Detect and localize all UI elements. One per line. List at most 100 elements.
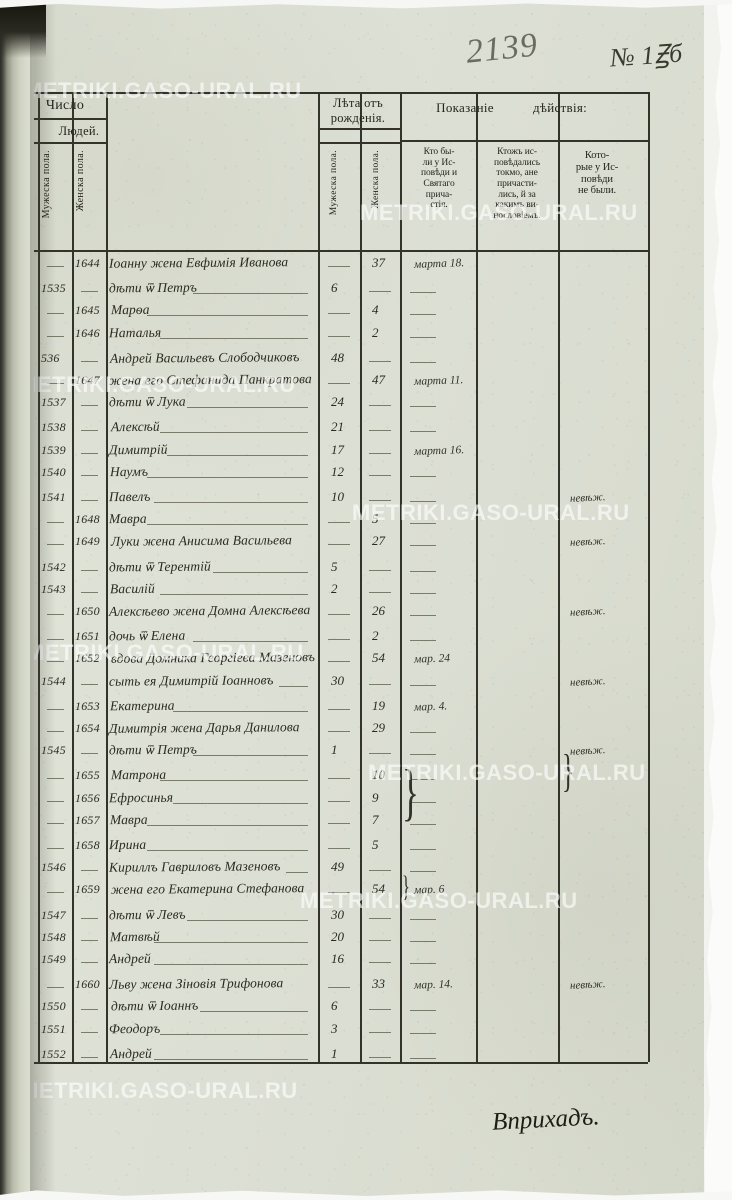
cell-absent-note: невѣж. [569, 978, 606, 993]
cell-male-leader [47, 892, 64, 894]
cell-age-male: 30 [331, 906, 344, 922]
cell-household-leader [20, 892, 33, 894]
cell-female-number: 1653 [75, 698, 100, 713]
cell-name-leader [186, 919, 308, 921]
cell-male-leader [47, 335, 64, 337]
cell-name-leader [160, 1033, 308, 1035]
cell-household-leader [20, 1031, 33, 1033]
cell-age-female-leader [369, 753, 391, 755]
cell-female-number: 1657 [75, 812, 100, 827]
cell-name-leader [153, 1058, 308, 1060]
cell-age-male-leader [328, 544, 350, 546]
header-zhenska-pola: Женска пола. [75, 150, 86, 212]
cell-age-male: 48 [331, 349, 344, 365]
cell-name-leader [279, 685, 308, 687]
header-lyudey: Людей. [58, 124, 100, 138]
cell-age-male: 20 [331, 928, 344, 944]
cell-person-name: Андрей [108, 950, 151, 967]
cell-age-female-leader [369, 917, 391, 919]
cell-household-leader [20, 1009, 33, 1011]
grouping-brace: } [562, 745, 575, 796]
cell-female-leader [81, 452, 98, 454]
grouping-brace: } [402, 870, 410, 903]
cell-male-number: 1541 [41, 490, 66, 504]
header-col-tokmo: Ктожъ ис- повѣдались токмо, ане причасти… [493, 147, 541, 221]
cell-name-leader [153, 964, 308, 965]
cell-male-number: 1545 [41, 743, 66, 758]
header-leta: Лѣта отъ [333, 96, 383, 110]
cell-person-name: жена его Екатерина Стефанова [110, 880, 305, 898]
cell-household-leader [20, 614, 33, 615]
cell-age-male-leader [328, 266, 350, 267]
cell-confession-leader [410, 570, 436, 572]
cell-age-male: 6 [331, 280, 338, 296]
cell-female-leader [81, 1031, 98, 1033]
cell-age-female: 54 [372, 650, 385, 666]
cell-female-number: 1650 [75, 604, 100, 618]
cell-female-leader [81, 360, 98, 362]
cell-name-leader [147, 824, 308, 826]
cell-name-leader [186, 407, 308, 409]
cell-female-leader [81, 591, 98, 593]
cell-person-name: Наумъ [109, 463, 149, 479]
cell-absent-note: невѣж. [569, 674, 606, 689]
cell-age-male-leader [328, 335, 350, 337]
cell-age-male: 1 [331, 742, 338, 758]
cell-age-female-leader [369, 405, 391, 407]
cell-name-leader [147, 850, 308, 851]
cell-age-male-leader [328, 848, 350, 849]
cell-age-male: 24 [331, 394, 344, 410]
cell-household-leader [20, 708, 33, 710]
cell-confession-date: мар. 14. [413, 978, 454, 992]
cell-female-leader [81, 962, 98, 963]
cell-confession-date: мар. 4. [413, 700, 448, 714]
cell-age-female-leader [369, 430, 391, 432]
cell-female-number: 1647 [75, 373, 100, 387]
cell-person-name: дѣти ѿ Терентiй [108, 558, 211, 575]
cell-person-name: Кириллъ Гавриловъ Мазеновъ [108, 858, 281, 875]
grouping-brace: } [402, 756, 419, 827]
cell-age-male-leader [328, 383, 350, 384]
cell-person-name: Василiй [109, 580, 155, 596]
cell-person-name: Ефросинья [108, 789, 174, 805]
cell-female-number: 1654 [75, 721, 100, 735]
cell-person-name: Матвѣй [109, 928, 160, 945]
cell-name-leader [160, 432, 308, 434]
cell-person-name: Наталья [108, 324, 162, 340]
cell-age-female-leader [369, 591, 391, 593]
cell-age-male-leader [328, 522, 350, 524]
cell-male-number: 1547 [41, 907, 66, 922]
cell-male-number: 1537 [41, 395, 66, 410]
cell-age-male-leader [328, 778, 350, 780]
cell-age-male: 49 [331, 859, 344, 875]
cell-confession-leader [410, 615, 436, 616]
cell-female-number: 1659 [75, 882, 100, 897]
cell-male-number: 1542 [41, 559, 66, 574]
cell-confession-leader [410, 361, 436, 363]
cell-confession-date: марта 16. [413, 443, 465, 458]
cell-person-name: Андрей Васильевъ Слободчиковъ [109, 348, 300, 366]
cell-female-number: 1645 [75, 303, 100, 318]
cell-confession-leader [410, 871, 436, 873]
cell-name-leader [199, 1011, 308, 1013]
cell-name-leader [285, 872, 308, 874]
cell-name-leader [147, 476, 308, 478]
cell-age-female-leader [369, 683, 391, 685]
cell-male-number: 1551 [41, 1021, 66, 1036]
cell-age-male-leader [328, 822, 350, 824]
cell-confession-leader [410, 849, 436, 850]
archival-mark: № 1Ꙃб [609, 38, 684, 73]
cell-person-name: дѣти ѿ Петръ [108, 279, 198, 296]
cell-age-female: 2 [372, 324, 379, 340]
cell-age-male: 3 [331, 1020, 338, 1036]
cell-age-male-leader [328, 731, 350, 732]
header-leta-muzheska: Мужеска пола. [329, 150, 339, 216]
cell-male-leader [47, 544, 64, 546]
cell-name-leader [153, 941, 308, 943]
cell-age-male-leader [328, 661, 350, 663]
cell-name-leader [160, 593, 308, 595]
cell-female-leader [81, 753, 98, 755]
cell-male-leader [47, 822, 64, 824]
cell-household-leader [20, 405, 33, 407]
cell-female-number: 1660 [75, 977, 100, 992]
